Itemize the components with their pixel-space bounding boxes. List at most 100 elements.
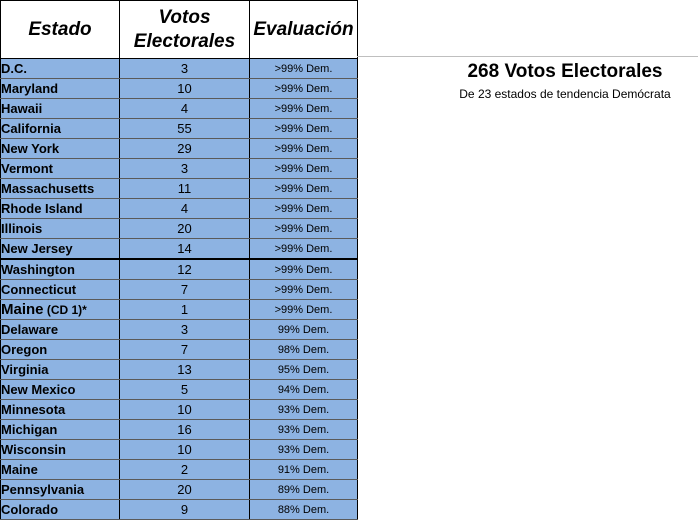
state-name: New Jersey bbox=[1, 241, 73, 256]
cell-rating[interactable]: 95% Dem. bbox=[249, 359, 358, 380]
cell-rating[interactable]: >99% Dem. bbox=[249, 299, 358, 320]
cell-votes[interactable]: 20 bbox=[119, 479, 250, 500]
cell-state[interactable]: New Jersey bbox=[0, 238, 120, 260]
cell-votes[interactable]: 16 bbox=[119, 419, 250, 440]
cell-state[interactable]: Michigan bbox=[0, 419, 120, 440]
cell-rating[interactable]: >99% Dem. bbox=[249, 78, 358, 99]
cell-rating[interactable]: >99% Dem. bbox=[249, 58, 358, 79]
cell-votes[interactable]: 3 bbox=[119, 319, 250, 340]
cell-rating[interactable]: 91% Dem. bbox=[249, 459, 358, 480]
cell-state[interactable]: Maryland bbox=[0, 78, 120, 99]
cell-rating[interactable]: >99% Dem. bbox=[249, 98, 358, 119]
cell-rating[interactable]: >99% Dem. bbox=[249, 118, 358, 139]
cell-votes[interactable]: 55 bbox=[119, 118, 250, 139]
cell-state[interactable]: Minnesota bbox=[0, 399, 120, 420]
header-evaluacion[interactable]: Evaluación bbox=[249, 0, 358, 59]
cell-rating[interactable]: >99% Dem. bbox=[249, 158, 358, 179]
cell-state[interactable]: Hawaii bbox=[0, 98, 120, 119]
cell-votes[interactable]: 13 bbox=[119, 359, 250, 380]
cell-votes[interactable]: 12 bbox=[119, 258, 250, 280]
cell-rating[interactable]: >99% Dem. bbox=[249, 138, 358, 159]
electoral-votes-table: Estado Votos Electorales Evaluación D.C.… bbox=[0, 0, 358, 520]
cell-state[interactable]: Virginia bbox=[0, 359, 120, 380]
cell-state[interactable]: Connecticut bbox=[0, 279, 120, 300]
table-row: Pennsylvania 20 89% Dem. bbox=[0, 479, 358, 500]
cell-state[interactable]: Pennsylvania bbox=[0, 479, 120, 500]
cell-state[interactable]: Rhode Island bbox=[0, 198, 120, 219]
cell-rating[interactable]: 93% Dem. bbox=[249, 439, 358, 460]
state-name: Michigan bbox=[1, 422, 58, 437]
state-name: Maine bbox=[1, 462, 38, 477]
header-votos-line2: Electorales bbox=[133, 30, 236, 52]
cell-votes[interactable]: 1 bbox=[119, 299, 250, 320]
cell-state[interactable]: D.C. bbox=[0, 58, 120, 79]
cell-rating[interactable]: 98% Dem. bbox=[249, 339, 358, 360]
cell-votes[interactable]: 10 bbox=[119, 78, 250, 99]
state-name: Maryland bbox=[1, 81, 59, 96]
table-row: Minnesota 10 93% Dem. bbox=[0, 399, 358, 420]
cell-votes[interactable]: 14 bbox=[119, 238, 250, 260]
state-name: Vermont bbox=[1, 161, 54, 176]
cell-votes[interactable]: 4 bbox=[119, 198, 250, 219]
cell-state[interactable]: Delaware bbox=[0, 319, 120, 340]
cell-state[interactable]: Vermont bbox=[0, 158, 120, 179]
table-row: Wisconsin 10 93% Dem. bbox=[0, 439, 358, 460]
summary-title[interactable]: 268 Votos Electorales bbox=[467, 61, 663, 82]
cell-rating[interactable]: 94% Dem. bbox=[249, 379, 358, 400]
cell-votes[interactable]: 3 bbox=[119, 158, 250, 179]
cell-state[interactable]: Massachusetts bbox=[0, 178, 120, 199]
cell-state[interactable]: New Mexico bbox=[0, 379, 120, 400]
cell-rating[interactable]: 89% Dem. bbox=[249, 479, 358, 500]
cell-votes[interactable]: 10 bbox=[119, 439, 250, 460]
cell-state[interactable]: Maine (CD 1)* bbox=[0, 299, 120, 320]
cell-votes[interactable]: 7 bbox=[119, 279, 250, 300]
state-name: Colorado bbox=[1, 502, 59, 517]
cell-votes[interactable]: 2 bbox=[119, 459, 250, 480]
cell-rating[interactable]: 93% Dem. bbox=[249, 399, 358, 420]
header-votos-electorales[interactable]: Votos Electorales bbox=[119, 0, 250, 59]
cell-rating[interactable]: >99% Dem. bbox=[249, 218, 358, 239]
cell-state[interactable]: Colorado bbox=[0, 499, 120, 520]
cell-rating[interactable]: 88% Dem. bbox=[249, 499, 358, 520]
cell-rating[interactable]: >99% Dem. bbox=[249, 258, 358, 280]
table-row: New Jersey 14 >99% Dem. bbox=[0, 238, 358, 260]
cell-votes[interactable]: 29 bbox=[119, 138, 250, 159]
cell-state[interactable]: Washington bbox=[0, 258, 120, 280]
table-row: New York 29 >99% Dem. bbox=[0, 138, 358, 159]
cell-rating[interactable]: >99% Dem. bbox=[249, 279, 358, 300]
table-row: Michigan 16 93% Dem. bbox=[0, 419, 358, 440]
cell-state[interactable]: California bbox=[0, 118, 120, 139]
cell-state[interactable]: Maine bbox=[0, 459, 120, 480]
cell-votes[interactable]: 5 bbox=[119, 379, 250, 400]
table-row: D.C. 3 >99% Dem. bbox=[0, 58, 358, 79]
table-row: Delaware 3 99% Dem. bbox=[0, 319, 358, 340]
header-estado[interactable]: Estado bbox=[0, 0, 120, 59]
summary-subtitle[interactable]: De 23 estados de tendencia Demócrata bbox=[459, 87, 671, 101]
cell-votes[interactable]: 4 bbox=[119, 98, 250, 119]
state-name: Pennsylvania bbox=[1, 482, 85, 497]
cell-state[interactable]: Illinois bbox=[0, 218, 120, 239]
state-name: Massachusetts bbox=[1, 181, 95, 196]
cell-rating[interactable]: >99% Dem. bbox=[249, 198, 358, 219]
table-row: Maryland 10 >99% Dem. bbox=[0, 78, 358, 99]
state-district-suffix: (CD 1)* bbox=[43, 303, 87, 317]
cell-rating[interactable]: 93% Dem. bbox=[249, 419, 358, 440]
cell-votes[interactable]: 9 bbox=[119, 499, 250, 520]
table-row: Washington 12 >99% Dem. bbox=[0, 258, 358, 280]
table-row: New Mexico 5 94% Dem. bbox=[0, 379, 358, 400]
cell-state[interactable]: New York bbox=[0, 138, 120, 159]
cell-votes[interactable]: 7 bbox=[119, 339, 250, 360]
state-name: Hawaii bbox=[1, 101, 43, 116]
cell-votes[interactable]: 20 bbox=[119, 218, 250, 239]
cell-votes[interactable]: 10 bbox=[119, 399, 250, 420]
cell-rating[interactable]: >99% Dem. bbox=[249, 178, 358, 199]
cell-rating[interactable]: >99% Dem. bbox=[249, 238, 358, 260]
cell-state[interactable]: Wisconsin bbox=[0, 439, 120, 460]
table-row: Massachusetts 11 >99% Dem. bbox=[0, 178, 358, 199]
cell-votes[interactable]: 11 bbox=[119, 178, 250, 199]
state-name: Connecticut bbox=[1, 282, 77, 297]
cell-state[interactable]: Oregon bbox=[0, 339, 120, 360]
cell-votes[interactable]: 3 bbox=[119, 58, 250, 79]
table-row: Virginia 13 95% Dem. bbox=[0, 359, 358, 380]
cell-rating[interactable]: 99% Dem. bbox=[249, 319, 358, 340]
